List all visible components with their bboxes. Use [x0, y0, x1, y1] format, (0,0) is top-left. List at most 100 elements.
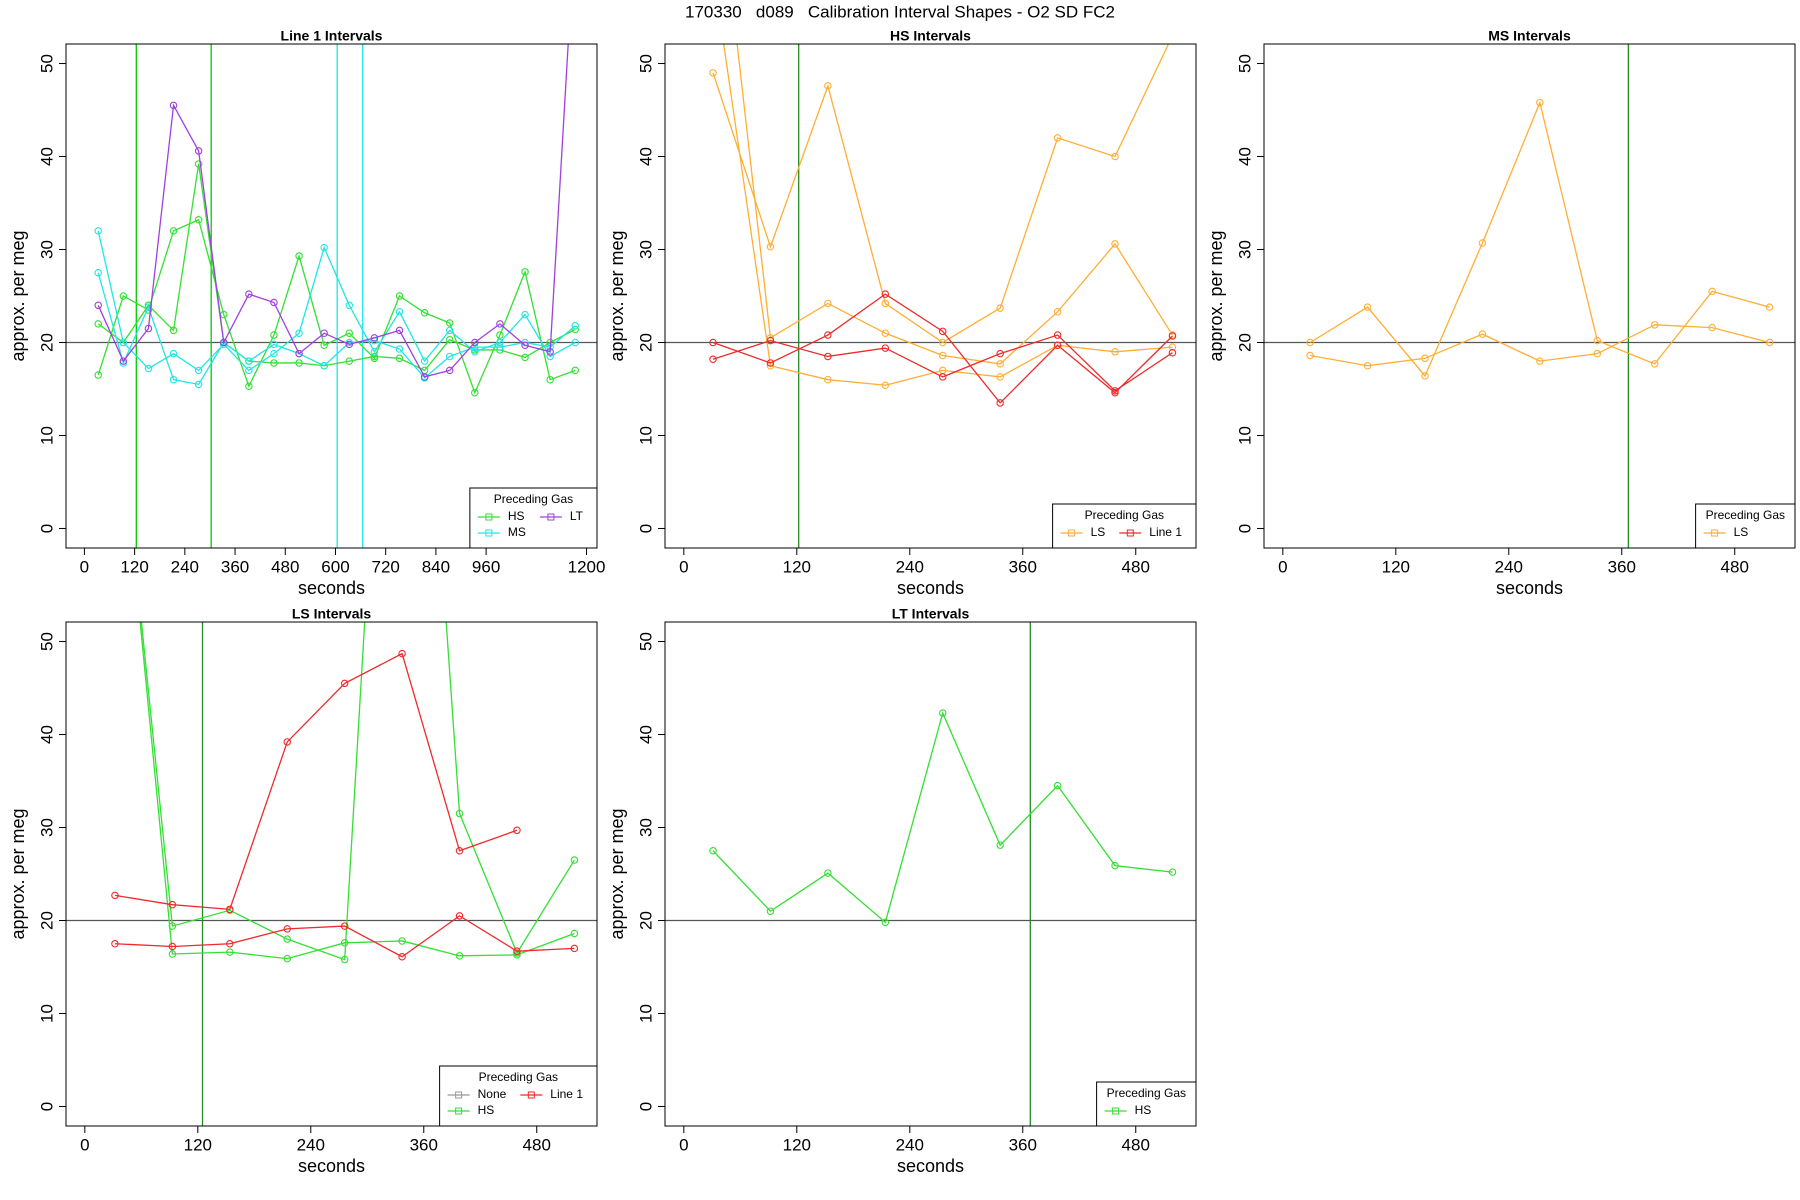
- plot-frame: [1263, 43, 1796, 549]
- series-line: [712, 293, 1173, 404]
- data-point: [1111, 240, 1119, 248]
- x-tick-label: 240: [896, 557, 924, 576]
- panel-title: HS Intervals: [890, 28, 971, 44]
- data-point: [1111, 387, 1119, 395]
- legend-entry: HS: [447, 1103, 494, 1117]
- data-point: [455, 847, 464, 855]
- legend-label: LS: [1734, 525, 1749, 539]
- data-point: [1765, 303, 1774, 311]
- data-point: [881, 329, 890, 337]
- legend-label: Line 1: [1149, 525, 1182, 539]
- y-tick-label: 30: [1235, 240, 1254, 259]
- series-line: [114, 652, 518, 911]
- legend-entry: HS: [477, 509, 525, 523]
- data-point: [345, 357, 354, 365]
- x-tick-label: 240: [297, 1135, 325, 1154]
- legend-label: None: [478, 1087, 507, 1101]
- y-tick-label: 50: [1235, 54, 1254, 73]
- panel: HS Intervals seconds approx. per meg 0 10 20 3…: [607, 28, 1197, 598]
- data-point: [996, 304, 1004, 312]
- data-point: [270, 298, 278, 307]
- data-point: [194, 366, 203, 375]
- data-point: [1708, 287, 1716, 296]
- data-point: [824, 352, 832, 361]
- x-tick-label: 960: [472, 557, 500, 576]
- y-tick-label: 0: [636, 1102, 655, 1111]
- legend-title: Preceding Gas: [1085, 508, 1164, 522]
- series-line: [736, 44, 1174, 365]
- data-point: [1306, 351, 1314, 360]
- x-tick-label: 120: [120, 557, 148, 576]
- data-point: [824, 375, 832, 384]
- y-tick-label: 20: [37, 333, 56, 352]
- data-point: [169, 349, 178, 358]
- y-tick-label: 40: [37, 725, 56, 744]
- x-axis-title: seconds: [897, 578, 964, 598]
- data-point: [94, 320, 102, 328]
- data-point: [144, 364, 153, 373]
- data-point: [1536, 357, 1544, 365]
- legend-entry: Line 1: [520, 1087, 583, 1101]
- plot-frame: [65, 43, 598, 549]
- legend-box: [1096, 1081, 1197, 1127]
- panel: LT Intervals seconds approx. per meg 0 10 20 3…: [607, 606, 1197, 1176]
- data-point: [169, 227, 178, 235]
- data-point: [471, 343, 479, 351]
- data-point: [938, 373, 947, 381]
- data-point: [94, 227, 102, 235]
- legend-symbol: [527, 1091, 535, 1099]
- x-tick-label: 360: [221, 557, 249, 576]
- plot-frame: [664, 43, 1197, 549]
- legend-entry: LT: [539, 509, 584, 523]
- data-point: [1168, 343, 1177, 351]
- series-line: [1310, 324, 1770, 367]
- data-point: [1593, 336, 1602, 345]
- data-point: [766, 907, 775, 915]
- data-point: [471, 348, 479, 356]
- y-tick-label: 20: [636, 911, 655, 930]
- plot-frame: [664, 621, 1197, 1127]
- legend-box: [1695, 503, 1796, 549]
- data-point: [395, 354, 404, 363]
- series-line: [723, 44, 1173, 386]
- legend-title: Preceding Gas: [479, 1070, 558, 1084]
- y-tick-label: 10: [1235, 426, 1254, 445]
- series-line: [712, 334, 1173, 392]
- data-point: [938, 709, 947, 717]
- data-point: [445, 335, 454, 344]
- data-point: [1168, 332, 1177, 340]
- data-point: [345, 340, 354, 349]
- data-point: [94, 269, 102, 277]
- legend-label: MS: [508, 525, 526, 539]
- data-point: [571, 338, 579, 347]
- data-point: [471, 388, 479, 397]
- data-point: [270, 359, 278, 367]
- x-tick-label: 360: [1009, 557, 1037, 576]
- series-line: [97, 163, 576, 372]
- legend: Preceding Gas LS Line 1: [1052, 503, 1197, 549]
- legend-entry: MS: [477, 525, 526, 539]
- data-point: [455, 809, 464, 818]
- data-point: [119, 338, 128, 347]
- data-point: [245, 382, 253, 390]
- y-axis-title: approx. per meg: [607, 808, 627, 939]
- x-axis-title: seconds: [1496, 578, 1563, 598]
- data-point: [881, 381, 890, 390]
- data-point: [283, 954, 291, 963]
- data-point: [144, 303, 153, 311]
- x-tick-label: 360: [1009, 1135, 1037, 1154]
- data-point: [1053, 134, 1062, 142]
- legend-symbol: [1126, 529, 1134, 537]
- data-point: [1765, 338, 1774, 347]
- data-point: [455, 952, 464, 960]
- series-line: [140, 622, 575, 961]
- data-point: [168, 950, 177, 958]
- x-tick-label: 120: [783, 557, 811, 576]
- data-point: [169, 101, 178, 110]
- data-point: [570, 929, 579, 938]
- data-point: [455, 912, 464, 920]
- x-tick-label: 240: [171, 557, 199, 576]
- panel-title: MS Intervals: [1488, 28, 1571, 44]
- data-point: [1111, 861, 1119, 870]
